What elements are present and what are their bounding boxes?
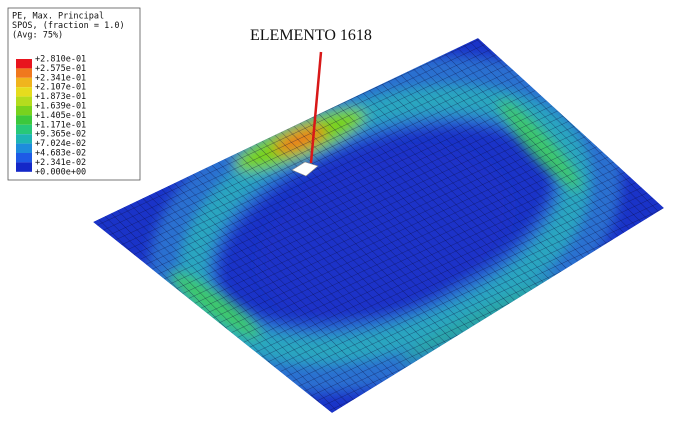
legend-swatch bbox=[16, 153, 32, 162]
legend-title: PE, Max. Principal bbox=[12, 12, 104, 22]
annotation-label: ELEMENTO 1618 bbox=[250, 27, 372, 44]
legend-swatch bbox=[16, 125, 32, 134]
legend-swatch bbox=[16, 97, 32, 106]
legend-swatch bbox=[16, 115, 32, 124]
legend-title: (Avg: 75%) bbox=[12, 31, 63, 41]
legend-title: SPOS, (fraction = 1.0) bbox=[12, 21, 125, 31]
legend-swatch bbox=[16, 162, 32, 171]
legend-swatch bbox=[16, 106, 32, 115]
legend-swatch bbox=[16, 78, 32, 87]
legend-swatch bbox=[16, 134, 32, 143]
legend-swatch bbox=[16, 68, 32, 77]
plate bbox=[93, 38, 664, 413]
legend-swatch bbox=[16, 87, 32, 96]
legend-swatch bbox=[16, 59, 32, 68]
legend-label: +0.000e+00 bbox=[35, 167, 86, 177]
legend-swatch bbox=[16, 144, 32, 153]
contour-plot: ELEMENTO 1618 PE, Max. PrincipalSPOS, (f… bbox=[0, 0, 681, 424]
page: ELEMENTO 1618 PE, Max. PrincipalSPOS, (f… bbox=[0, 0, 681, 424]
